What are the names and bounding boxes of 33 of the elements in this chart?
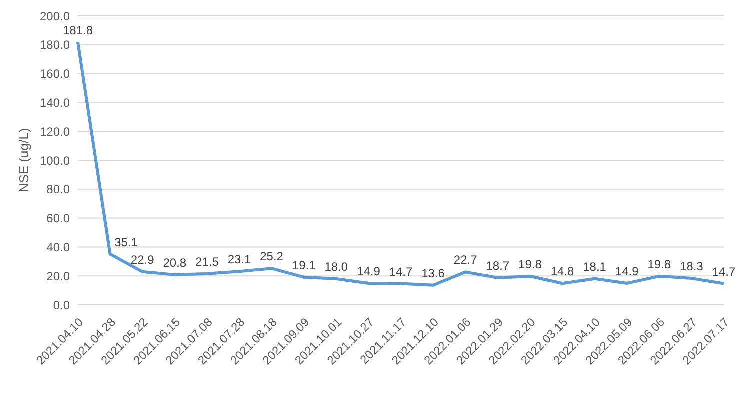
data-label: 18.7 <box>486 258 510 273</box>
data-label: 19.8 <box>518 257 542 272</box>
data-label: 18.3 <box>680 260 704 274</box>
y-tick-label: 180.0 <box>40 38 70 52</box>
data-label: 20.8 <box>163 256 187 270</box>
data-label: 14.9 <box>615 264 640 278</box>
y-tick-label: 120.0 <box>40 124 70 139</box>
y-tick-label: 80.0 <box>46 182 70 197</box>
data-label: 19.1 <box>292 258 316 272</box>
data-label: 18.0 <box>324 260 348 274</box>
y-tick-label: 60.0 <box>46 212 70 226</box>
data-label: 21.5 <box>196 254 220 269</box>
data-label: 22.9 <box>130 252 155 267</box>
data-label: 25.2 <box>260 250 284 264</box>
data-label: 19.8 <box>648 257 672 272</box>
y-tick-label: 40.0 <box>46 240 70 254</box>
data-label: 14.9 <box>357 264 381 278</box>
data-label: 18.1 <box>583 260 607 274</box>
data-label: 14.7 <box>389 264 413 279</box>
data-label: 14.8 <box>550 264 574 279</box>
y-tick-label: 160.0 <box>40 67 70 82</box>
y-tick-label: 200.0 <box>40 9 70 24</box>
data-label: 23.1 <box>228 252 252 267</box>
y-tick-label: 140.0 <box>40 96 70 110</box>
y-tick-label: 100.0 <box>40 154 70 168</box>
y-axis-title: NSE (ug/L) <box>16 128 32 193</box>
data-label: 13.6 <box>422 266 446 280</box>
data-label: 35.1 <box>114 235 138 250</box>
y-tick-label: 0.0 <box>53 298 70 312</box>
y-tick-label: 20.0 <box>46 269 70 284</box>
data-label: 22.7 <box>454 253 478 268</box>
data-label: 14.7 <box>712 264 736 279</box>
data-label: 181.8 <box>62 23 94 38</box>
